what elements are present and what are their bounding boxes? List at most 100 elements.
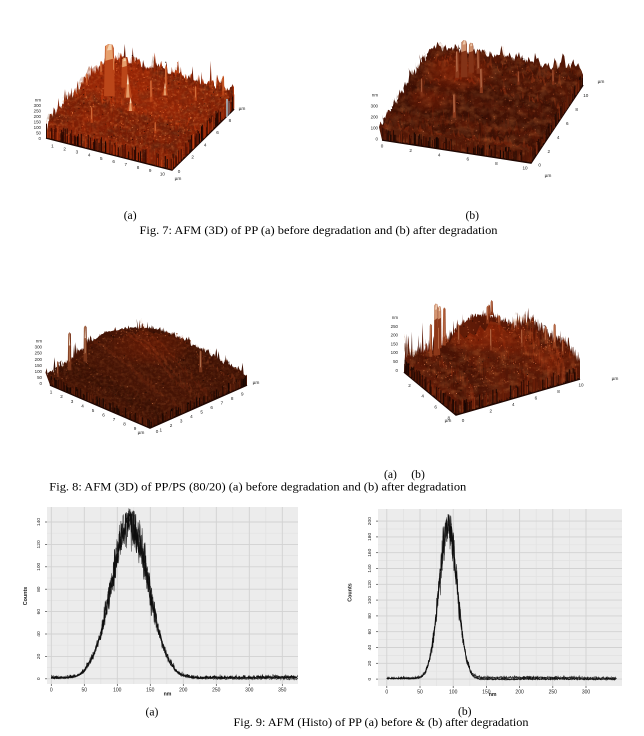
svg-text:(a): (a) xyxy=(146,706,159,719)
svg-text:µm: µm xyxy=(239,107,246,112)
svg-text:µm: µm xyxy=(175,177,182,182)
svg-text:1: 1 xyxy=(160,427,163,432)
svg-text:8: 8 xyxy=(123,421,126,426)
svg-text:(b): (b) xyxy=(411,468,425,481)
svg-text:9: 9 xyxy=(149,168,152,173)
svg-text:Counts: Counts xyxy=(348,583,354,602)
svg-text:40: 40 xyxy=(36,631,42,637)
svg-text:0: 0 xyxy=(367,677,373,680)
svg-text:300: 300 xyxy=(582,690,591,696)
svg-text:250: 250 xyxy=(35,351,43,356)
svg-text:2: 2 xyxy=(408,383,411,388)
svg-text:100: 100 xyxy=(371,126,379,131)
svg-text:nm: nm xyxy=(36,339,42,344)
svg-text:60: 60 xyxy=(367,629,373,635)
svg-text:180: 180 xyxy=(367,533,373,541)
svg-text:(b): (b) xyxy=(458,705,472,718)
svg-text:Fig. 9: AFM (Histo) of PP (a): Fig. 9: AFM (Histo) of PP (a) before & (… xyxy=(234,716,529,729)
svg-text:50: 50 xyxy=(82,688,88,694)
svg-text:8: 8 xyxy=(575,107,578,112)
svg-text:20: 20 xyxy=(367,660,373,666)
svg-text:2: 2 xyxy=(63,147,66,152)
svg-text:4: 4 xyxy=(190,414,193,419)
svg-text:10: 10 xyxy=(522,166,528,171)
svg-text:200: 200 xyxy=(515,690,524,696)
svg-text:250: 250 xyxy=(34,109,42,114)
svg-text:0: 0 xyxy=(36,677,42,680)
svg-text:µm: µm xyxy=(545,174,552,179)
svg-text:8: 8 xyxy=(495,161,498,166)
svg-text:0: 0 xyxy=(376,137,379,142)
svg-text:nm: nm xyxy=(489,692,497,698)
svg-text:8: 8 xyxy=(229,118,232,123)
svg-text:0: 0 xyxy=(50,688,53,694)
svg-text:0: 0 xyxy=(40,381,43,386)
svg-text:100: 100 xyxy=(391,350,399,355)
svg-text:µm: µm xyxy=(253,381,260,386)
svg-text:140: 140 xyxy=(367,564,373,572)
svg-text:Counts: Counts xyxy=(23,587,29,606)
svg-text:µm: µm xyxy=(138,431,145,436)
svg-text:0: 0 xyxy=(462,418,465,423)
svg-text:200: 200 xyxy=(35,357,43,362)
svg-text:50: 50 xyxy=(417,690,423,696)
svg-text:300: 300 xyxy=(35,345,43,350)
svg-text:nm: nm xyxy=(392,315,398,320)
svg-text:150: 150 xyxy=(482,690,491,696)
svg-text:µm: µm xyxy=(445,419,452,424)
svg-text:8: 8 xyxy=(557,389,560,394)
svg-text:10: 10 xyxy=(578,382,584,387)
svg-text:nm: nm xyxy=(372,93,378,98)
svg-text:µm: µm xyxy=(598,80,605,85)
svg-text:10: 10 xyxy=(160,171,166,176)
svg-text:5: 5 xyxy=(100,156,103,161)
svg-text:2: 2 xyxy=(60,394,63,399)
svg-text:6: 6 xyxy=(216,130,219,135)
svg-text:200: 200 xyxy=(367,517,373,525)
svg-text:150: 150 xyxy=(146,688,155,694)
svg-text:7: 7 xyxy=(113,417,116,422)
svg-text:200: 200 xyxy=(179,688,188,694)
svg-text:100: 100 xyxy=(36,562,42,570)
svg-text:9: 9 xyxy=(134,426,137,431)
svg-text:(b): (b) xyxy=(466,209,480,222)
svg-text:160: 160 xyxy=(367,548,373,556)
svg-text:0: 0 xyxy=(396,368,399,373)
svg-text:3: 3 xyxy=(71,399,74,404)
svg-text:100: 100 xyxy=(113,688,122,694)
svg-text:9: 9 xyxy=(241,391,244,396)
svg-text:8: 8 xyxy=(231,396,234,401)
svg-text:250: 250 xyxy=(212,688,221,694)
svg-text:Fig. 8: AFM (3D) of PP/PS (80/: Fig. 8: AFM (3D) of PP/PS (80/20) (a) be… xyxy=(49,481,466,494)
svg-text:4: 4 xyxy=(557,135,560,140)
svg-text:4: 4 xyxy=(512,402,515,407)
svg-text:150: 150 xyxy=(391,341,399,346)
svg-text:60: 60 xyxy=(36,609,42,615)
svg-text:50: 50 xyxy=(37,375,42,380)
svg-text:2: 2 xyxy=(490,409,493,414)
svg-text:250: 250 xyxy=(391,324,399,329)
svg-text:(a): (a) xyxy=(384,468,397,481)
svg-text:0: 0 xyxy=(381,144,384,149)
svg-text:5: 5 xyxy=(200,409,203,414)
svg-text:4: 4 xyxy=(438,152,441,157)
svg-text:7: 7 xyxy=(221,400,224,405)
svg-text:6: 6 xyxy=(210,405,213,410)
svg-text:6: 6 xyxy=(535,396,538,401)
svg-text:100: 100 xyxy=(34,125,42,130)
svg-text:0: 0 xyxy=(39,136,42,141)
svg-text:nm: nm xyxy=(35,98,41,103)
svg-text:120: 120 xyxy=(36,540,42,548)
svg-text:3: 3 xyxy=(76,150,79,155)
svg-text:8: 8 xyxy=(448,415,451,420)
svg-text:µm: µm xyxy=(612,377,619,382)
svg-text:40: 40 xyxy=(367,645,373,651)
svg-text:10: 10 xyxy=(583,93,589,98)
svg-text:300: 300 xyxy=(371,104,379,109)
svg-text:4: 4 xyxy=(421,394,424,399)
svg-text:50: 50 xyxy=(36,131,41,136)
svg-text:(a): (a) xyxy=(124,209,137,222)
svg-text:120: 120 xyxy=(367,580,373,588)
svg-text:100: 100 xyxy=(35,369,43,374)
svg-text:300: 300 xyxy=(245,688,254,694)
